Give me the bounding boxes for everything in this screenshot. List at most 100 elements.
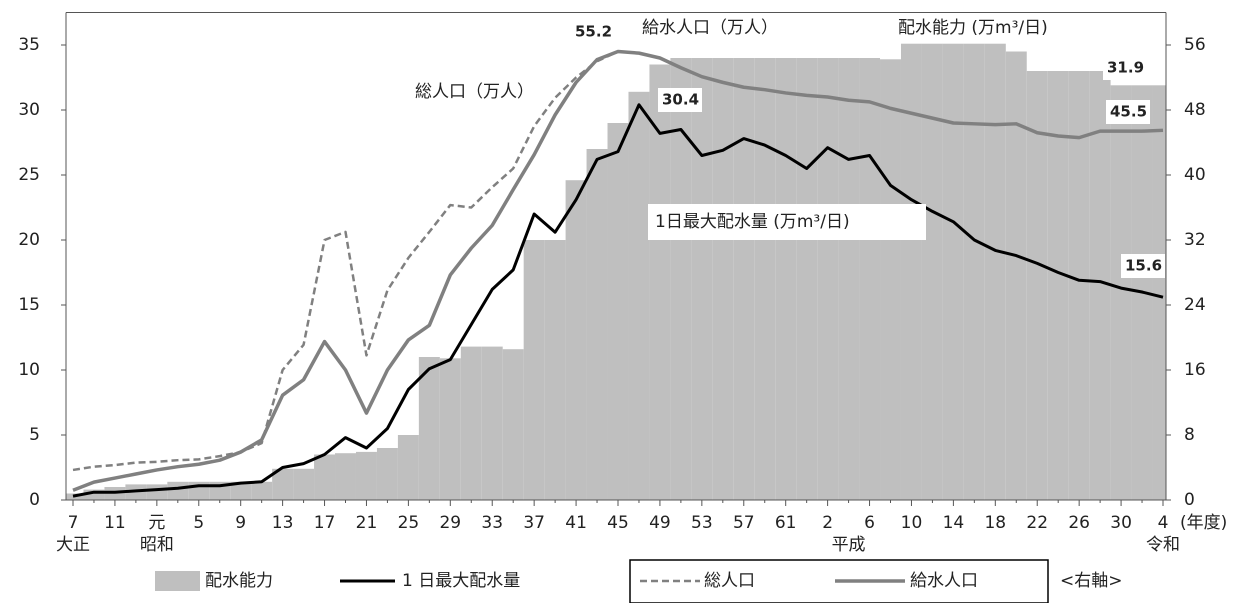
legend-swatch <box>155 571 200 591</box>
capacity-bar <box>565 180 587 500</box>
capacity-bar <box>649 64 671 500</box>
capacity-bar <box>146 484 168 500</box>
capacity-bar <box>439 358 461 500</box>
data-label: 30.4 <box>662 91 699 109</box>
x-tick-label: 18 <box>984 513 1006 533</box>
capacity-bar <box>523 240 545 500</box>
capacity-bar <box>544 240 566 500</box>
capacity-bar <box>963 43 985 500</box>
capacity-bar <box>607 123 629 500</box>
y2-tick-label: 24 <box>1184 295 1206 315</box>
x-tick-label: 7 <box>68 513 79 533</box>
capacity-bar <box>712 58 734 500</box>
x-tick-label: 30 <box>1110 513 1132 533</box>
data-label-bg <box>1103 56 1147 80</box>
x-tick-label: 17 <box>314 513 336 533</box>
capacity-bar <box>859 58 881 500</box>
x-tick-label: 21 <box>356 513 378 533</box>
series-annotation: 1日最大配水量 (万m³/日) <box>655 212 850 232</box>
data-label: 55.2 <box>575 23 612 41</box>
y-tick-label: 30 <box>18 100 40 120</box>
legend-label: 総人口 <box>704 571 755 591</box>
capacity-bar <box>502 349 524 500</box>
x-tick-label: 22 <box>1026 513 1048 533</box>
capacity-bar <box>984 43 1006 500</box>
capacity-bar <box>293 468 315 500</box>
capacity-bar <box>1110 85 1132 501</box>
series-annotation: 給水人口（万人） <box>642 18 778 38</box>
x-tick-label: 5 <box>193 513 204 533</box>
x-tick-label: 元 <box>148 513 165 533</box>
series-line <box>72 103 1164 498</box>
era-label: 令和 <box>1146 535 1180 555</box>
data-label-bg <box>1121 254 1165 278</box>
capacity-bar <box>1005 51 1027 500</box>
y-tick-label: 25 <box>18 165 40 185</box>
capacity-bar <box>314 454 336 500</box>
y-tick-label: 0 <box>29 490 40 510</box>
x-tick-label: 29 <box>439 513 461 533</box>
era-label: 平成 <box>832 535 866 555</box>
era-label: 昭和 <box>140 535 174 555</box>
y-tick-label: 15 <box>18 295 40 315</box>
x-tick-label: 61 <box>775 513 797 533</box>
capacity-bar <box>418 357 440 500</box>
capacity-bar <box>1047 71 1069 500</box>
capacity-bar <box>355 451 377 500</box>
y-tick-label: 5 <box>29 425 40 445</box>
y2-tick-label: 0 <box>1184 490 1195 510</box>
x-tick-label: 57 <box>733 513 755 533</box>
capacity-bar <box>733 58 755 500</box>
capacity-bar <box>796 58 818 500</box>
x-tick-label: 14 <box>943 513 965 533</box>
x-tick-label: 37 <box>523 513 545 533</box>
x-tick-label: 33 <box>481 513 503 533</box>
x-tick-label: 45 <box>607 513 629 533</box>
capacity-bar <box>167 481 189 500</box>
x-tick-label: 2 <box>822 513 833 533</box>
x-tick-label: 11 <box>104 513 126 533</box>
data-label-bg <box>658 88 702 112</box>
capacity-bar <box>397 435 419 500</box>
y2-tick-label: 32 <box>1184 230 1206 250</box>
capacity-bar <box>880 59 901 501</box>
y2-tick-label: 8 <box>1184 425 1195 445</box>
era-label: 大正 <box>56 535 90 555</box>
legend-label: 配水能力 <box>205 571 273 591</box>
x-tick-label: 10 <box>901 513 923 533</box>
capacity-bar <box>754 58 776 500</box>
capacity-bar <box>838 58 860 500</box>
y-tick-label: 10 <box>18 360 40 380</box>
series-line <box>72 49 1164 492</box>
capacity-bar <box>586 149 608 500</box>
x-tick-label: 6 <box>864 513 875 533</box>
capacity-bar <box>691 58 713 500</box>
capacity-bar <box>628 91 650 501</box>
y2-tick-label: 16 <box>1184 360 1206 380</box>
capacity-bar <box>670 58 692 500</box>
legend-note: <右軸> <box>1060 571 1123 591</box>
capacity-bar <box>921 43 943 500</box>
data-label: 31.9 <box>1107 59 1144 77</box>
capacity-bar <box>942 43 964 500</box>
y2-tick-label: 56 <box>1184 35 1206 55</box>
x-axis-label: (年度) <box>1180 513 1227 533</box>
capacity-bar <box>460 346 482 500</box>
capacity-bar <box>251 481 273 500</box>
capacity-bar <box>900 43 922 500</box>
capacity-bar <box>1026 71 1048 500</box>
y-tick-label: 20 <box>18 230 40 250</box>
x-tick-label: 53 <box>691 513 713 533</box>
capacity-bar <box>1089 71 1111 500</box>
x-tick-label: 49 <box>649 513 671 533</box>
capacity-bar <box>376 448 398 500</box>
data-label: 15.6 <box>1125 257 1162 275</box>
x-tick-label: 9 <box>235 513 246 533</box>
capacity-bar <box>481 346 503 500</box>
y-tick-label: 35 <box>18 35 40 55</box>
y2-tick-label: 40 <box>1184 165 1206 185</box>
legend-label: 給水人口 <box>910 571 978 591</box>
capacity-bar <box>1068 71 1090 500</box>
capacity-bar <box>817 58 839 500</box>
